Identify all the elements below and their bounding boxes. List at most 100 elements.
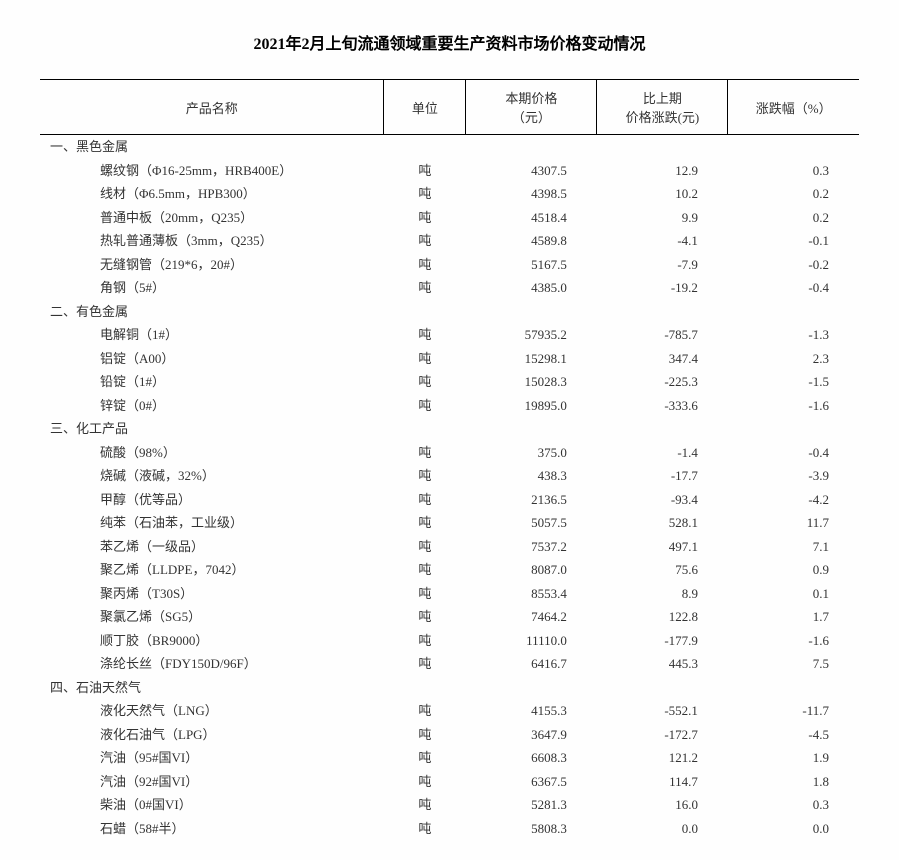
cell-change: -552.1: [597, 699, 728, 723]
cell-change: 445.3: [597, 652, 728, 676]
cell-pct: -4.5: [728, 723, 859, 747]
cell-change: -177.9: [597, 629, 728, 653]
table-row: 聚乙烯（LLDPE，7042）吨8087.075.60.9: [40, 558, 859, 582]
cell-name: 汽油（95#国VI）: [40, 746, 384, 770]
header-pct: 涨跌幅（%）: [728, 80, 859, 135]
cell-change: -7.9: [597, 253, 728, 277]
cell-name: 纯苯（石油苯，工业级）: [40, 511, 384, 535]
cell-price: 15028.3: [466, 370, 597, 394]
header-name: 产品名称: [40, 80, 384, 135]
cell-pct: -1.5: [728, 370, 859, 394]
cell-unit: 吨: [384, 347, 466, 371]
table-row: 铝锭（A00）吨15298.1347.42.3: [40, 347, 859, 371]
cell-price: 7464.2: [466, 605, 597, 629]
table-row: 螺纹钢（Φ16-25mm，HRB400E）吨4307.512.90.3: [40, 159, 859, 183]
cell-unit: 吨: [384, 229, 466, 253]
table-row: 苯乙烯（一级品）吨7537.2497.17.1: [40, 535, 859, 559]
cell-price: 438.3: [466, 464, 597, 488]
cell-name: 螺纹钢（Φ16-25mm，HRB400E）: [40, 159, 384, 183]
cell-unit: 吨: [384, 182, 466, 206]
table-row: 汽油（95#国VI）吨6608.3121.21.9: [40, 746, 859, 770]
cell-price: 375.0: [466, 441, 597, 465]
category-label: 三、化工产品: [40, 417, 859, 441]
cell-name: 聚丙烯（T30S）: [40, 582, 384, 606]
cell-unit: 吨: [384, 370, 466, 394]
cell-pct: 1.8: [728, 770, 859, 794]
cell-unit: 吨: [384, 770, 466, 794]
cell-unit: 吨: [384, 206, 466, 230]
cell-name: 角钢（5#）: [40, 276, 384, 300]
cell-price: 4589.8: [466, 229, 597, 253]
cell-name: 锌锭（0#）: [40, 394, 384, 418]
cell-name: 无缝钢管（219*6，20#）: [40, 253, 384, 277]
cell-change: 16.0: [597, 793, 728, 817]
cell-unit: 吨: [384, 746, 466, 770]
cell-price: 5057.5: [466, 511, 597, 535]
cell-pct: -0.4: [728, 276, 859, 300]
cell-unit: 吨: [384, 441, 466, 465]
table-row: 柴油（0#国VI）吨5281.316.00.3: [40, 793, 859, 817]
cell-pct: 1.7: [728, 605, 859, 629]
cell-change: 75.6: [597, 558, 728, 582]
cell-name: 聚氯乙烯（SG5）: [40, 605, 384, 629]
category-label: 二、有色金属: [40, 300, 859, 324]
cell-unit: 吨: [384, 488, 466, 512]
cell-pct: 0.2: [728, 182, 859, 206]
cell-name: 苯乙烯（一级品）: [40, 535, 384, 559]
header-price: 本期价格 （元）: [466, 80, 597, 135]
cell-name: 热轧普通薄板（3mm，Q235）: [40, 229, 384, 253]
cell-unit: 吨: [384, 276, 466, 300]
cell-pct: -4.2: [728, 488, 859, 512]
cell-unit: 吨: [384, 629, 466, 653]
table-row: 石蜡（58#半）吨5808.30.00.0: [40, 817, 859, 841]
table-row: 无缝钢管（219*6，20#）吨5167.5-7.9-0.2: [40, 253, 859, 277]
table-body: 一、黑色金属螺纹钢（Φ16-25mm，HRB400E）吨4307.512.90.…: [40, 135, 859, 841]
cell-change: -785.7: [597, 323, 728, 347]
cell-price: 2136.5: [466, 488, 597, 512]
cell-price: 7537.2: [466, 535, 597, 559]
table-row: 纯苯（石油苯，工业级）吨5057.5528.111.7: [40, 511, 859, 535]
table-row: 聚氯乙烯（SG5）吨7464.2122.81.7: [40, 605, 859, 629]
cell-change: 347.4: [597, 347, 728, 371]
cell-price: 5281.3: [466, 793, 597, 817]
cell-change: -19.2: [597, 276, 728, 300]
cell-pct: 0.1: [728, 582, 859, 606]
cell-pct: 1.9: [728, 746, 859, 770]
cell-change: 122.8: [597, 605, 728, 629]
cell-pct: -1.6: [728, 629, 859, 653]
cell-name: 甲醇（优等品）: [40, 488, 384, 512]
cell-unit: 吨: [384, 817, 466, 841]
cell-change: -225.3: [597, 370, 728, 394]
cell-pct: -0.4: [728, 441, 859, 465]
table-row: 热轧普通薄板（3mm，Q235）吨4589.8-4.1-0.1: [40, 229, 859, 253]
cell-change: -4.1: [597, 229, 728, 253]
cell-name: 硫酸（98%）: [40, 441, 384, 465]
cell-pct: 2.3: [728, 347, 859, 371]
table-header: 产品名称 单位 本期价格 （元） 比上期 价格涨跌(元) 涨跌幅（%）: [40, 80, 859, 135]
cell-unit: 吨: [384, 253, 466, 277]
table-row: 普通中板（20mm，Q235）吨4518.49.90.2: [40, 206, 859, 230]
cell-price: 57935.2: [466, 323, 597, 347]
cell-price: 11110.0: [466, 629, 597, 653]
cell-pct: -11.7: [728, 699, 859, 723]
cell-price: 8553.4: [466, 582, 597, 606]
cell-pct: -0.2: [728, 253, 859, 277]
table-row: 液化天然气（LNG）吨4155.3-552.1-11.7: [40, 699, 859, 723]
cell-unit: 吨: [384, 605, 466, 629]
cell-name: 涤纶长丝（FDY150D/96F）: [40, 652, 384, 676]
cell-unit: 吨: [384, 535, 466, 559]
cell-unit: 吨: [384, 652, 466, 676]
cell-pct: 0.3: [728, 159, 859, 183]
cell-price: 4518.4: [466, 206, 597, 230]
cell-unit: 吨: [384, 511, 466, 535]
cell-price: 5167.5: [466, 253, 597, 277]
cell-name: 铝锭（A00）: [40, 347, 384, 371]
cell-change: -333.6: [597, 394, 728, 418]
cell-change: -93.4: [597, 488, 728, 512]
table-row: 聚丙烯（T30S）吨8553.48.90.1: [40, 582, 859, 606]
cell-unit: 吨: [384, 793, 466, 817]
cell-change: 12.9: [597, 159, 728, 183]
table-row: 铅锭（1#）吨15028.3-225.3-1.5: [40, 370, 859, 394]
header-unit: 单位: [384, 80, 466, 135]
table-row: 烧碱（液碱，32%）吨438.3-17.7-3.9: [40, 464, 859, 488]
